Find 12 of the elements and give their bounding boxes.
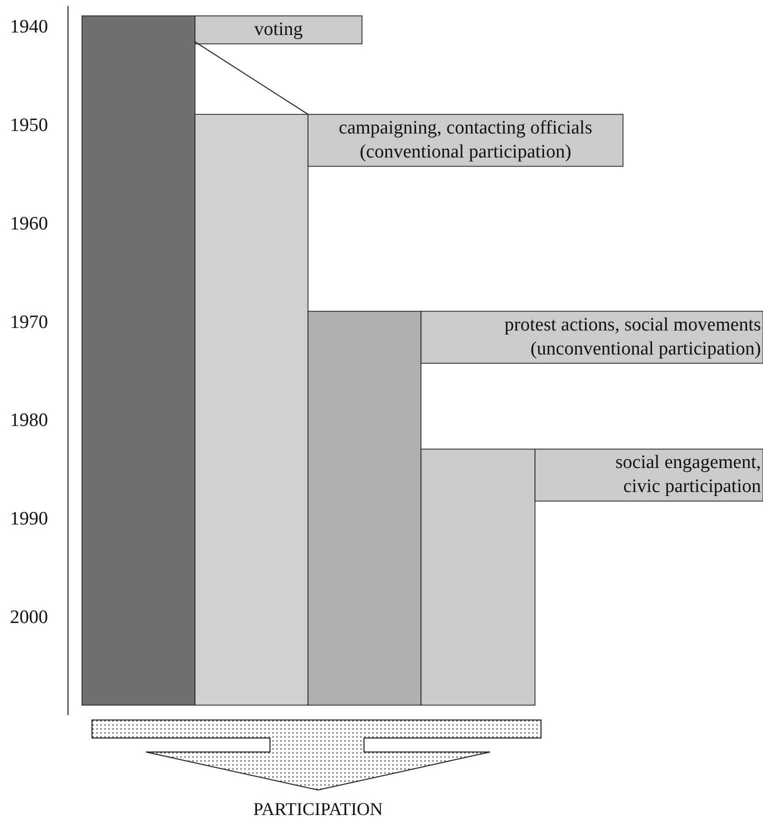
- y-tick-label: 1980: [10, 410, 48, 432]
- text: social engagement, civic participation: [615, 452, 762, 498]
- y-tick-label: 1970: [10, 312, 48, 333]
- annotation: voting: [254, 18, 304, 40]
- annotation: campaigning, contacting officials (conventional participation): [338, 117, 592, 162]
- y-tick-label: 2000: [10, 607, 48, 628]
- y-tick-label: 1990: [10, 508, 48, 530]
- x-axis-title: PARTICIPATION: [253, 799, 383, 819]
- annotation: protest actions, social movements (unconventional participation): [504, 314, 761, 360]
- y-tick-label: 1960: [10, 213, 48, 234]
- y-tick-label: 1940: [10, 16, 48, 38]
- y-tick-label: 1950: [10, 114, 48, 136]
